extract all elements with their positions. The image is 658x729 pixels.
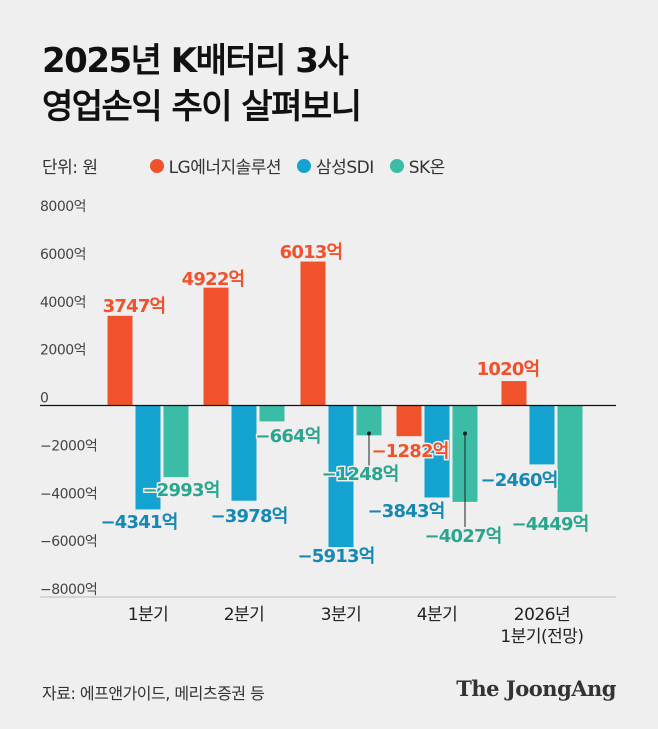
leader-dot [463, 431, 467, 436]
y-tick-label: 6000억 [40, 247, 86, 263]
data-label: 3747억 [103, 296, 166, 317]
chart-title: 2025년 K배터리 3사 영업손익 추이 살펴보니 [42, 38, 362, 130]
data-label: 6013억 [280, 242, 343, 263]
legend-label-sk: SK온 [408, 158, 446, 178]
data-label: −1282억 [372, 441, 449, 462]
data-label: −664억 [255, 426, 320, 447]
legend-label-samsung: 삼성SDI [316, 158, 374, 178]
x-category-label: 4분기 [417, 605, 458, 625]
data-label: −3843억 [368, 501, 445, 522]
bar-2-2 [356, 405, 382, 436]
legend-item-sk: SK온 [389, 153, 446, 178]
data-label: −1248억 [322, 464, 399, 485]
data-label: −4341억 [101, 512, 178, 533]
x-category-label: 2026년 [514, 605, 570, 625]
x-category-label: 1분기(전망) [500, 627, 583, 647]
bar-0-2 [300, 261, 326, 406]
bar-1-2 [328, 405, 354, 548]
bar-0-1 [203, 287, 229, 406]
legend-label-lg: LG에너지솔루션 [168, 158, 282, 178]
x-category-label: 1분기 [128, 605, 169, 625]
data-label: 4922억 [182, 269, 245, 290]
y-tick-label: 2000억 [40, 343, 86, 359]
title-line-1: 2025년 K배터리 3사 [42, 41, 349, 81]
bar-0-0 [107, 315, 133, 406]
brand-logo: The JoongAng [456, 676, 616, 701]
data-label: −2993억 [143, 480, 220, 501]
y-tick-label: −2000억 [40, 438, 97, 454]
bar-2-0 [163, 405, 189, 478]
source-note: 자료: 에프앤가이드, 메리츠증권 등 [42, 684, 265, 703]
bar-2-4 [557, 405, 583, 512]
leader-dot [367, 431, 371, 436]
legend-dot-sk [389, 158, 404, 173]
title-line-2: 영업손익 추이 살펴보니 [42, 87, 362, 127]
bar-1-3 [424, 405, 450, 498]
y-tick-label: 4000억 [40, 295, 86, 311]
y-tick-label: −6000억 [40, 534, 97, 550]
bar-1-4 [529, 405, 555, 465]
bar-1-0 [135, 405, 161, 510]
legend-item-samsung: 삼성SDI [297, 153, 374, 178]
bar-2-1 [259, 405, 285, 422]
bar-0-4 [501, 381, 527, 406]
data-label: 1020억 [477, 359, 540, 380]
data-label: −4027억 [425, 526, 502, 547]
data-label: −3978억 [211, 506, 288, 527]
y-tick-label: −4000억 [40, 486, 97, 502]
data-label: −5913억 [298, 546, 375, 567]
legend: 단위: 원 LG에너지솔루션 삼성SDI SK온 [42, 153, 461, 178]
bar-1-1 [231, 405, 257, 501]
unit-label: 단위: 원 [42, 158, 98, 178]
legend-item-lg: LG에너지솔루션 [149, 153, 282, 178]
x-category-label: 3분기 [321, 605, 362, 625]
data-label: −4449억 [512, 514, 589, 535]
legend-dot-lg [149, 158, 164, 173]
data-label: −2460억 [481, 470, 558, 491]
x-category-label: 2분기 [224, 605, 265, 625]
bar-0-3 [396, 405, 422, 437]
y-tick-label: −8000억 [40, 582, 97, 598]
y-tick-label: 8000억 [40, 199, 86, 215]
y-tick-label: 0 [40, 391, 48, 407]
legend-dot-samsung [297, 158, 312, 173]
